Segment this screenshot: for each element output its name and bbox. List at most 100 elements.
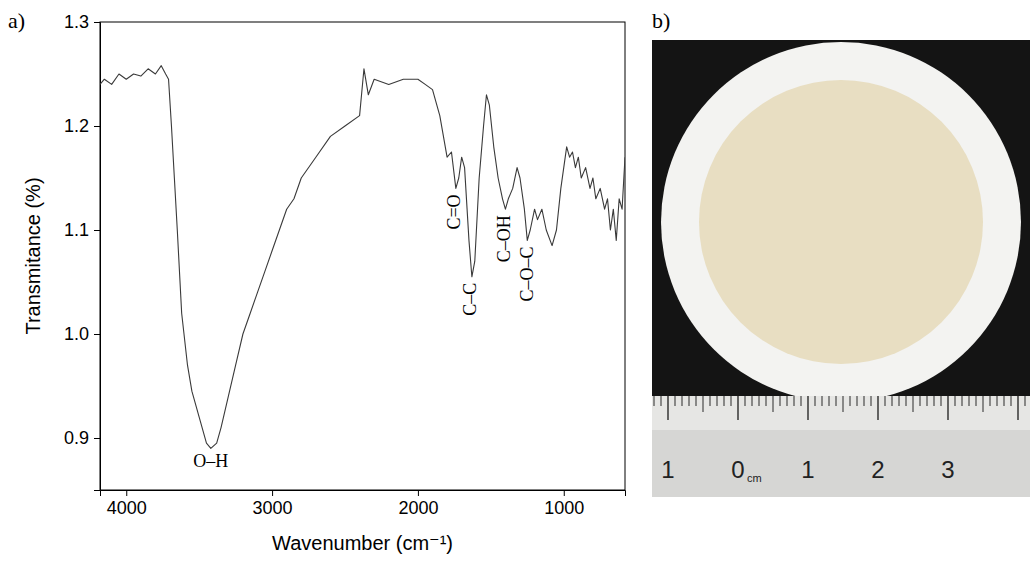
ruler-tick	[794, 396, 795, 406]
ruler-tick	[1025, 396, 1026, 406]
ruler-tick	[815, 396, 816, 406]
tick-mark	[272, 490, 273, 496]
tick: 1.3	[64, 12, 100, 32]
ruler-tick	[836, 396, 837, 406]
y-axis: 0.9 1.0 1.1 1.2 1.3	[64, 12, 101, 490]
tick-label: 4000	[107, 498, 147, 518]
tick: 1.1	[64, 220, 100, 240]
ruler-label: 3	[941, 456, 954, 483]
ruler	[652, 396, 1030, 497]
ruler-unit: cm	[747, 472, 762, 484]
panel-label: b)	[652, 8, 670, 33]
ruler-tick	[864, 396, 865, 406]
ruler-tick	[1017, 396, 1018, 420]
tick-mark	[94, 334, 100, 335]
spectrum-line	[100, 66, 625, 449]
ruler-tick	[654, 396, 655, 406]
ruler-tick	[780, 396, 781, 406]
tick-label: 2000	[398, 498, 438, 518]
tick-label: 1.2	[64, 116, 89, 136]
annotations: O–H C=O C–C C–OHC–O–C	[193, 194, 537, 471]
ruler-tick	[682, 396, 683, 406]
ruler-tick	[829, 396, 830, 406]
ruler-label: 0	[731, 456, 744, 483]
ruler-tick	[703, 396, 704, 412]
ruler-tick	[857, 396, 858, 406]
tick-label: 3000	[253, 498, 293, 518]
figure: a) 4000 3000 2000 1000 0.9 1.0 1.1 1.2 1.3 Wavenum…	[0, 0, 1034, 567]
tick-label: 1000	[544, 498, 584, 518]
tick-label: 1.0	[64, 324, 89, 344]
tick: 1.0	[64, 324, 100, 344]
ruler-tick	[990, 396, 991, 406]
ruler-label: 1	[661, 456, 674, 483]
tick-mark	[126, 490, 127, 496]
tick-label: 1.3	[64, 12, 89, 32]
ruler-label: 1	[801, 456, 814, 483]
tick: 0.9	[64, 428, 100, 448]
sample-disc	[699, 80, 983, 364]
axis-line	[101, 491, 626, 497]
ruler-tick	[787, 396, 788, 406]
ruler-tick	[689, 396, 690, 406]
ruler-tick	[724, 396, 725, 406]
ruler-tick	[773, 396, 774, 412]
annotation: C–O–C	[517, 246, 537, 301]
ruler-tick	[766, 396, 767, 406]
annotation: O–H	[193, 451, 228, 471]
ruler-tick	[899, 396, 900, 406]
ruler-tick	[892, 396, 893, 406]
ruler-edge	[652, 396, 1030, 430]
ruler-tick	[969, 396, 970, 406]
tick: 4000	[107, 490, 147, 518]
tick-mark	[94, 126, 100, 127]
annotation: C–C	[460, 283, 480, 316]
plot-frame	[100, 22, 625, 490]
ruler-label: 2	[871, 456, 884, 483]
ruler-tick	[696, 396, 697, 406]
ruler-tick	[731, 396, 732, 406]
annotation: C–OH	[494, 215, 514, 262]
tick-label: 0.9	[64, 428, 89, 448]
tick-mark	[94, 438, 100, 439]
ruler-tick	[906, 396, 907, 406]
ruler-tick	[667, 396, 668, 420]
sample-holder	[661, 42, 1021, 402]
photo-background	[652, 40, 1030, 497]
photo: 1 0 1 2 3 cm	[652, 40, 1030, 497]
ruler-tick	[877, 396, 878, 420]
axis-line	[94, 23, 101, 491]
ruler-tick	[807, 396, 808, 420]
ruler-tick	[927, 396, 928, 406]
tick-label: 1.1	[64, 220, 89, 240]
ruler-tick	[997, 396, 998, 406]
tick-mark	[94, 230, 100, 231]
ruler-tick	[843, 396, 844, 412]
ruler-tick	[801, 396, 802, 406]
ruler-tick	[941, 396, 942, 406]
ruler-tick	[976, 396, 977, 406]
ruler-tick	[661, 396, 662, 406]
ruler-tick	[1004, 396, 1005, 406]
annotation: C=O	[444, 194, 464, 229]
tick-mark	[94, 22, 100, 23]
x-axis: 4000 3000 2000 1000	[101, 490, 626, 518]
ruler-tick	[759, 396, 760, 406]
ruler-tick	[885, 396, 886, 406]
ruler-tick	[955, 396, 956, 406]
ruler-tick	[1011, 396, 1012, 406]
panel-label: a)	[8, 8, 25, 33]
ruler-tick	[920, 396, 921, 406]
ruler-tick	[983, 396, 984, 412]
ruler-tick	[947, 396, 948, 420]
ruler-tick	[675, 396, 676, 406]
ruler-tick	[822, 396, 823, 406]
ruler-tick	[710, 396, 711, 406]
ruler-tick	[913, 396, 914, 412]
ruler-tick	[752, 396, 753, 406]
y-axis-title: Transmitance (%)	[22, 177, 44, 334]
x-axis-title: Wavenumber (cm⁻¹)	[272, 532, 453, 554]
tick-mark	[564, 490, 565, 496]
tick: 1.2	[64, 116, 100, 136]
tick: 1000	[544, 490, 584, 518]
